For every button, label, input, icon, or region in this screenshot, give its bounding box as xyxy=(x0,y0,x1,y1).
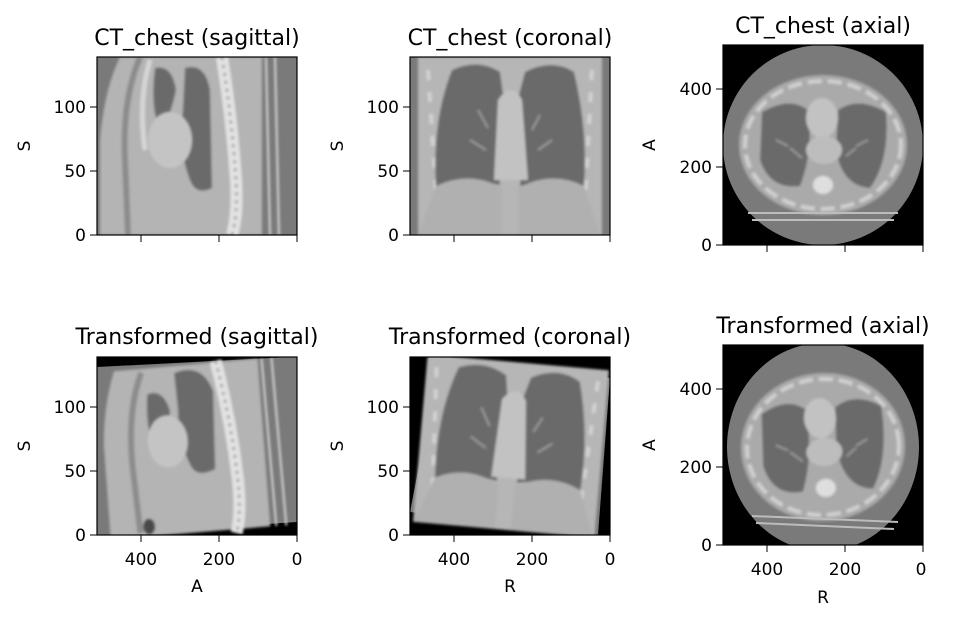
ct-image-axial xyxy=(723,45,923,245)
y-tick-label: 0 xyxy=(75,226,86,246)
x-tick-label: 0 xyxy=(605,550,616,570)
y-axis-label: S xyxy=(15,441,35,452)
y-tick-label: 0 xyxy=(388,226,399,246)
transformed-image-sagittal xyxy=(97,357,297,535)
transformed-image-axial xyxy=(723,345,923,545)
y-axis-label: S xyxy=(328,441,348,452)
y-tick-label: 50 xyxy=(377,462,399,482)
ct-image-coronal xyxy=(410,57,610,235)
y-tick-label: 50 xyxy=(377,162,399,182)
x-axis-label: R xyxy=(504,577,516,597)
panel-title: Transformed (coronal) xyxy=(388,325,631,350)
y-tick-label: 100 xyxy=(367,98,399,118)
panel-ct-sagittal: CT_chest (sagittal) xyxy=(15,26,300,246)
ct-image-sagittal xyxy=(97,57,297,235)
y-tick-label: 50 xyxy=(64,462,86,482)
panel-title: CT_chest (sagittal) xyxy=(94,26,300,51)
y-tick-label: 0 xyxy=(75,526,86,546)
x-axis-label: A xyxy=(191,577,203,597)
x-tick-label: 400 xyxy=(751,560,783,580)
x-axis-label: R xyxy=(817,588,829,608)
x-tick-label: 0 xyxy=(916,560,927,580)
x-tick-label: 200 xyxy=(516,550,548,570)
x-tick-label: 400 xyxy=(438,550,470,570)
y-tick-label: 0 xyxy=(701,236,712,256)
panel-transformed-coronal: Transformed (coronal) 0 50 100 xyxy=(328,325,631,597)
y-tick-label: 100 xyxy=(367,398,399,418)
y-tick-label: 200 xyxy=(680,158,712,178)
x-tick-label: 200 xyxy=(829,560,861,580)
x-tick-label: 200 xyxy=(203,550,235,570)
transformed-image-coronal xyxy=(410,357,610,535)
y-tick-label: 100 xyxy=(54,98,86,118)
panel-title: Transformed (axial) xyxy=(715,314,929,339)
y-axis-label: A xyxy=(640,139,660,151)
panel-ct-coronal: CT_chest (coronal) xyxy=(328,26,612,246)
panel-ct-axial: CT_chest (axial) 0 200 400 xyxy=(640,14,924,256)
y-axis-label: A xyxy=(640,439,660,451)
panel-transformed-sagittal: Transformed (sagittal) 0 50 100 xyxy=(15,325,318,597)
x-tick-label: 400 xyxy=(125,550,157,570)
y-tick-label: 100 xyxy=(54,398,86,418)
y-tick-label: 50 xyxy=(64,162,86,182)
y-tick-label: 0 xyxy=(701,536,712,556)
x-tick-label: 0 xyxy=(292,550,303,570)
y-axis-label: S xyxy=(15,141,35,152)
y-tick-label: 200 xyxy=(680,458,712,478)
y-tick-label: 400 xyxy=(680,380,712,400)
y-tick-label: 400 xyxy=(680,80,712,100)
y-tick-label: 0 xyxy=(388,526,399,546)
panel-title: Transformed (sagittal) xyxy=(75,325,319,350)
panel-title: CT_chest (axial) xyxy=(735,14,911,39)
y-axis-label: S xyxy=(328,141,348,152)
panel-title: CT_chest (coronal) xyxy=(408,26,613,51)
panel-transformed-axial: Transformed (axial) 0 200 400 xyxy=(640,314,930,608)
